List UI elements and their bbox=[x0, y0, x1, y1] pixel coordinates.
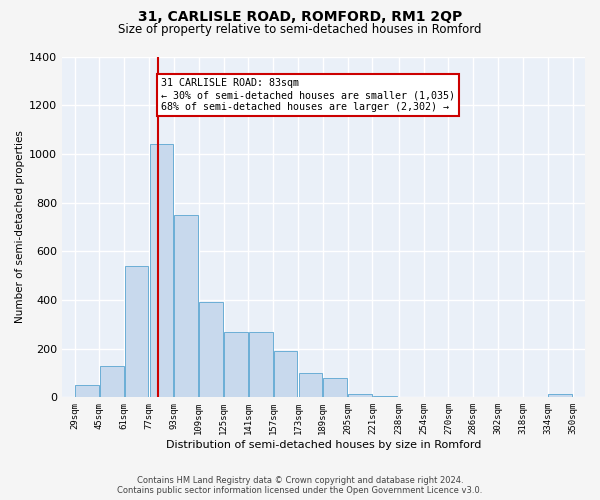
Bar bbox=[100, 366, 124, 398]
Bar bbox=[149, 144, 173, 398]
Bar bbox=[125, 266, 148, 398]
Bar bbox=[323, 378, 347, 398]
Bar bbox=[199, 302, 223, 398]
Bar bbox=[224, 332, 248, 398]
Bar bbox=[175, 214, 198, 398]
Bar bbox=[299, 373, 322, 398]
Text: Size of property relative to semi-detached houses in Romford: Size of property relative to semi-detach… bbox=[118, 22, 482, 36]
Bar bbox=[274, 351, 298, 398]
Text: Contains HM Land Registry data © Crown copyright and database right 2024.
Contai: Contains HM Land Registry data © Crown c… bbox=[118, 476, 482, 495]
Bar bbox=[373, 396, 397, 398]
Bar bbox=[75, 385, 99, 398]
Y-axis label: Number of semi-detached properties: Number of semi-detached properties bbox=[15, 130, 25, 324]
Bar bbox=[249, 332, 272, 398]
X-axis label: Distribution of semi-detached houses by size in Romford: Distribution of semi-detached houses by … bbox=[166, 440, 481, 450]
Text: 31 CARLISLE ROAD: 83sqm
← 30% of semi-detached houses are smaller (1,035)
68% of: 31 CARLISLE ROAD: 83sqm ← 30% of semi-de… bbox=[161, 78, 455, 112]
Bar bbox=[548, 394, 572, 398]
Text: 31, CARLISLE ROAD, ROMFORD, RM1 2QP: 31, CARLISLE ROAD, ROMFORD, RM1 2QP bbox=[138, 10, 462, 24]
Bar bbox=[348, 394, 372, 398]
